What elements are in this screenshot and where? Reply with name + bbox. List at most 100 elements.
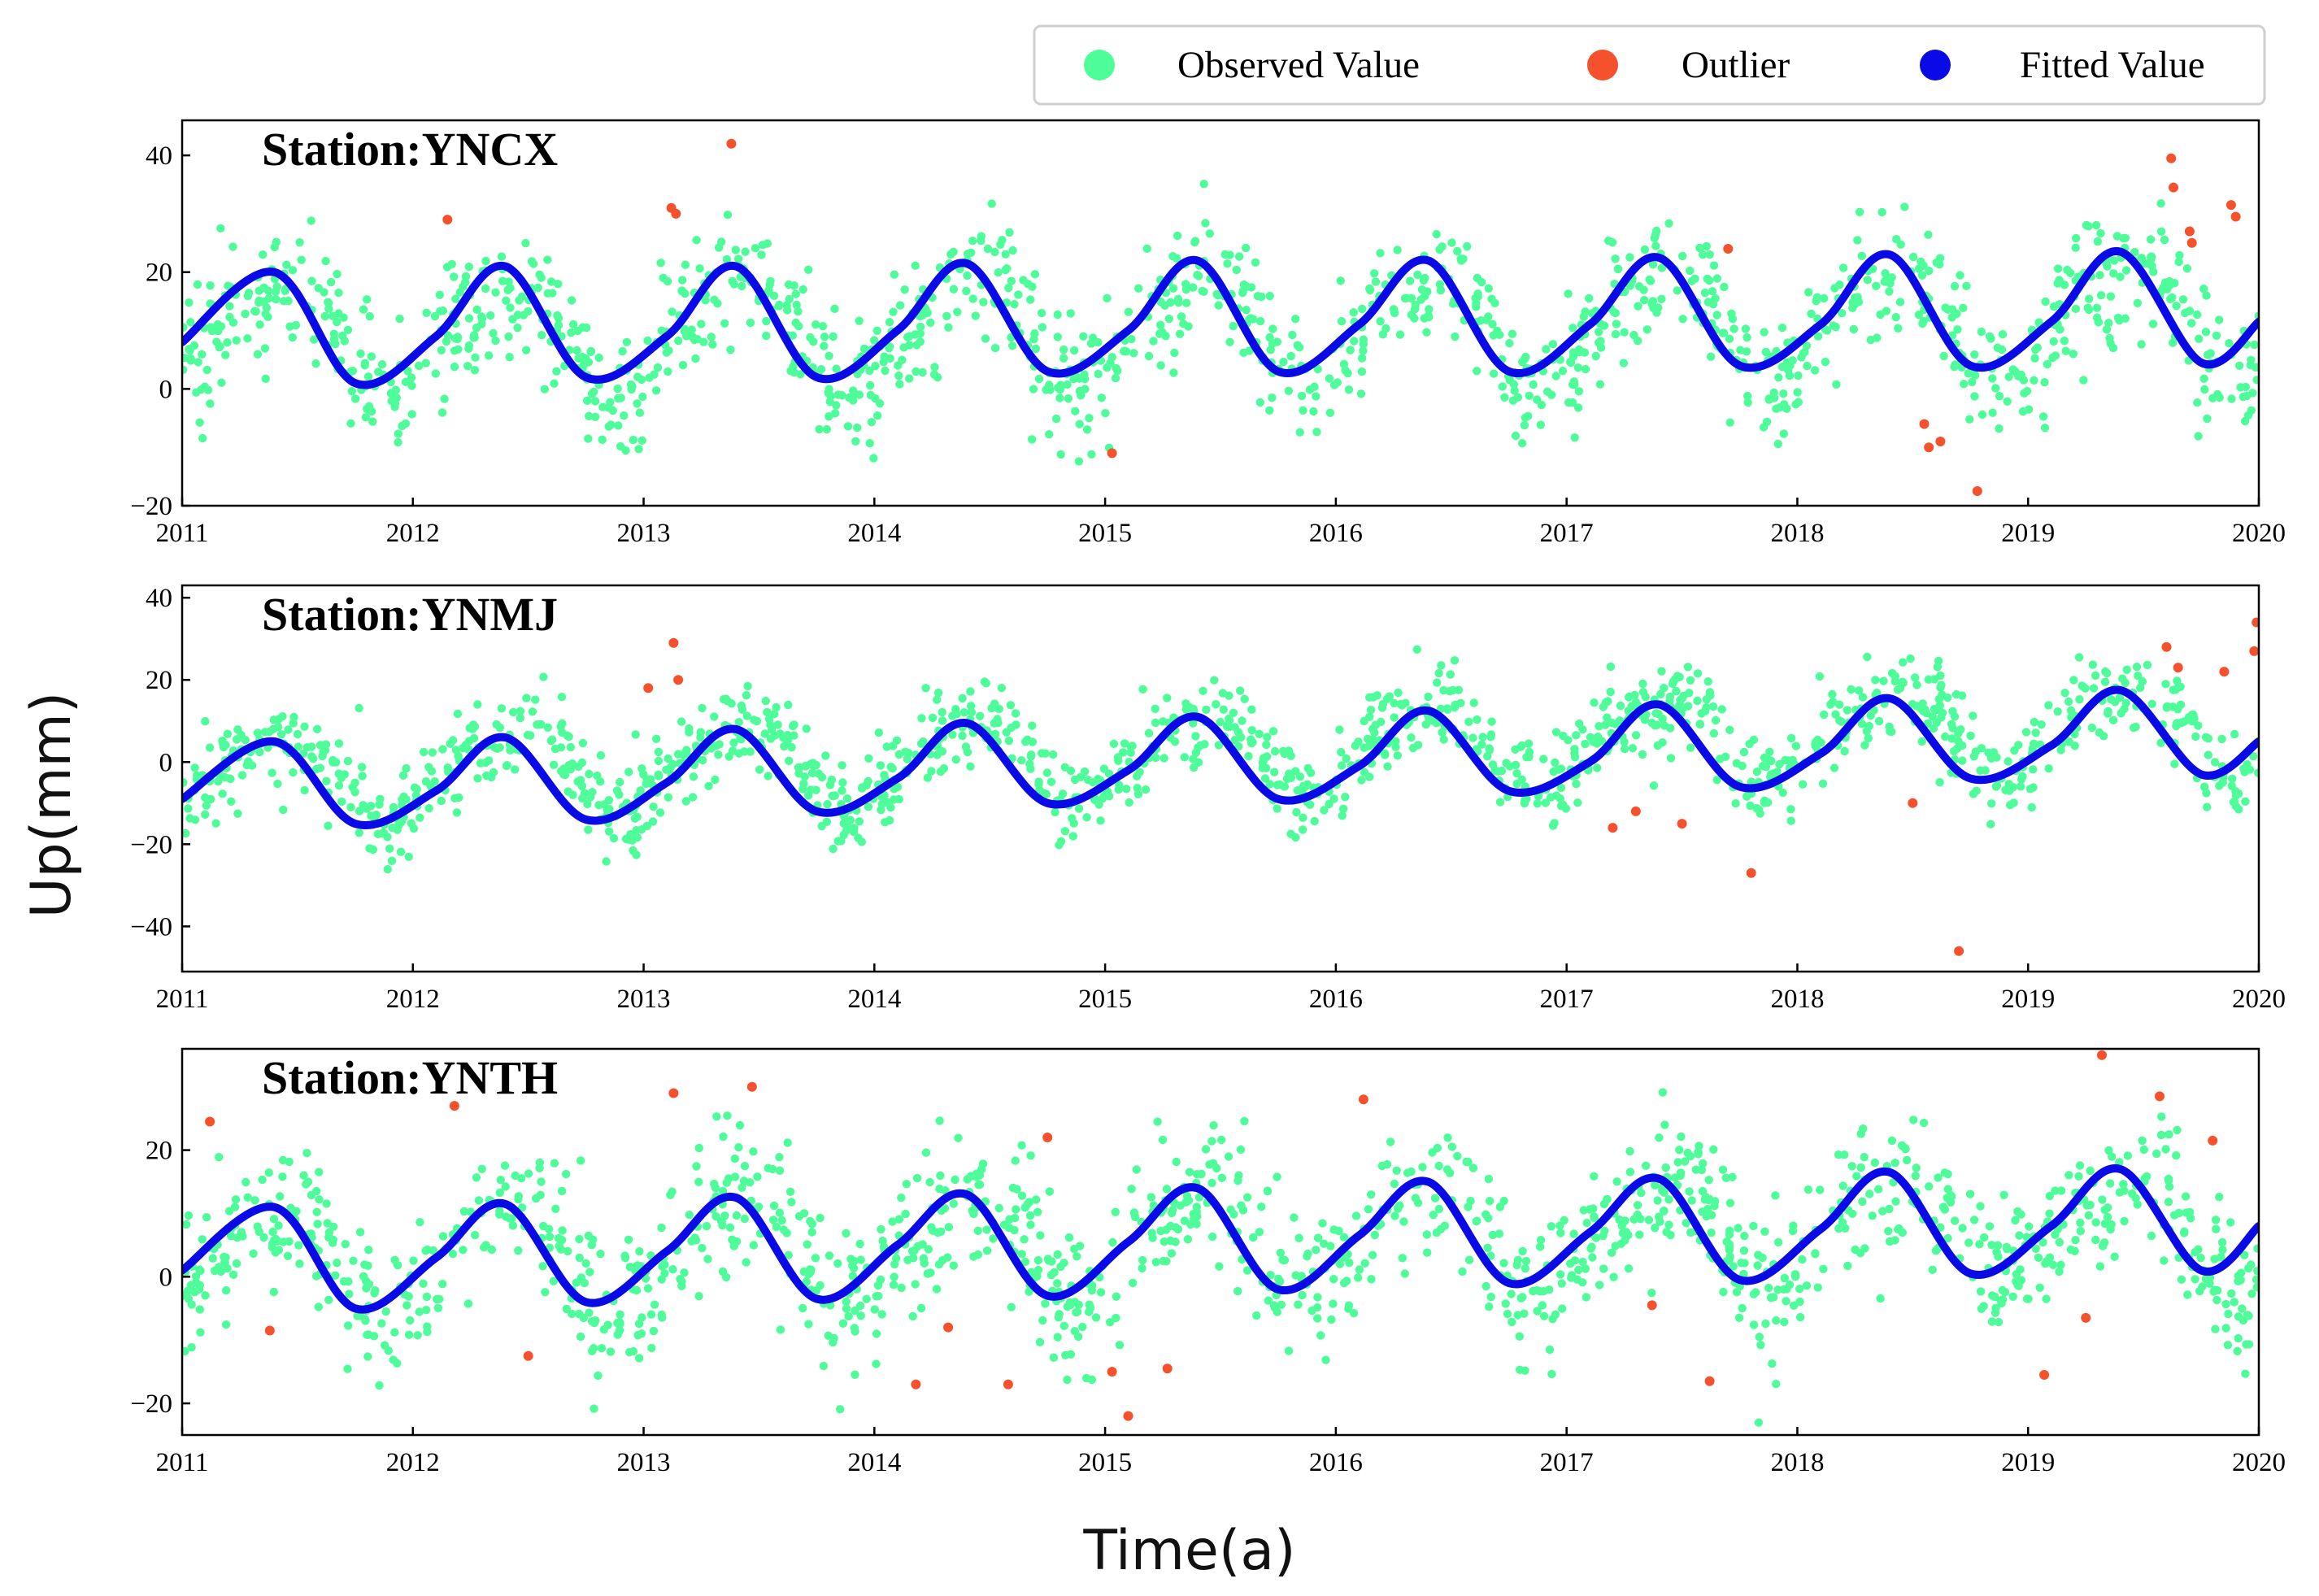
observed-point bbox=[438, 1232, 448, 1241]
observed-point bbox=[1349, 1309, 1359, 1318]
observed-point bbox=[586, 347, 595, 356]
observed-point bbox=[365, 311, 374, 321]
observed-point bbox=[1045, 1187, 1055, 1196]
observed-point bbox=[206, 399, 215, 408]
observed-point bbox=[889, 307, 898, 316]
observed-point bbox=[1856, 1249, 1865, 1258]
observed-point bbox=[1458, 1267, 1467, 1276]
observed-point bbox=[1399, 1217, 1408, 1226]
y-tick-label: −20 bbox=[130, 830, 172, 859]
observed-point bbox=[1219, 705, 1229, 714]
observed-point bbox=[994, 1203, 1004, 1213]
observed-point bbox=[802, 724, 811, 733]
observed-point bbox=[255, 298, 263, 307]
observed-point bbox=[685, 728, 694, 737]
observed-point bbox=[1935, 778, 1944, 787]
observed-point bbox=[384, 1346, 393, 1355]
observed-point bbox=[1313, 364, 1322, 374]
observed-point bbox=[633, 372, 642, 381]
observed-point bbox=[401, 419, 411, 428]
observed-point bbox=[1075, 420, 1084, 428]
observed-point bbox=[1094, 369, 1103, 379]
observed-point bbox=[1268, 727, 1278, 736]
observed-point bbox=[851, 437, 860, 446]
observed-point bbox=[554, 1233, 563, 1243]
observed-point bbox=[903, 748, 913, 758]
observed-point bbox=[2088, 660, 2097, 669]
observed-point bbox=[202, 801, 211, 810]
observed-point bbox=[695, 264, 704, 273]
observed-point bbox=[343, 1364, 352, 1373]
observed-point bbox=[637, 825, 646, 834]
observed-point bbox=[263, 312, 272, 321]
observed-point bbox=[532, 1194, 541, 1203]
observed-point bbox=[1768, 1359, 1777, 1368]
observed-point bbox=[1481, 1210, 1490, 1220]
observed-point bbox=[1782, 1297, 1790, 1306]
outlier-points bbox=[643, 617, 2259, 956]
observed-point bbox=[1082, 1373, 1091, 1383]
observed-point bbox=[1612, 320, 1621, 328]
x-tick-label: 2020 bbox=[2232, 985, 2286, 1014]
observed-point bbox=[1876, 310, 1885, 320]
x-tick-label: 2017 bbox=[1540, 1448, 1594, 1477]
observed-point bbox=[1708, 287, 1717, 296]
outlier-point bbox=[1003, 1379, 1013, 1389]
observed-point bbox=[1558, 367, 1568, 376]
observed-point bbox=[1273, 804, 1281, 813]
observed-point bbox=[1980, 1233, 1989, 1242]
observed-point bbox=[935, 1185, 944, 1194]
observed-point bbox=[1858, 693, 1868, 702]
observed-point bbox=[428, 748, 437, 757]
observed-point bbox=[1557, 1279, 1567, 1288]
legend: Observed Value Outlier Fitted Value bbox=[1033, 24, 2266, 106]
observed-point bbox=[1499, 1259, 1508, 1268]
observed-point bbox=[1912, 681, 1921, 689]
observed-point bbox=[1761, 762, 1771, 772]
observed-point bbox=[848, 1272, 858, 1281]
observed-point bbox=[1201, 219, 1210, 228]
observed-point bbox=[2045, 1191, 2054, 1201]
observed-point bbox=[1234, 741, 1243, 751]
observed-point bbox=[1564, 289, 1573, 298]
observed-point bbox=[737, 281, 746, 291]
outlier-point bbox=[1630, 806, 1641, 816]
observed-point bbox=[1299, 825, 1307, 834]
observed-point bbox=[1273, 781, 1282, 789]
observed-point bbox=[814, 769, 824, 778]
observed-point bbox=[472, 1173, 481, 1182]
observed-point bbox=[1265, 780, 1274, 789]
observed-point bbox=[1010, 1225, 1019, 1235]
observed-point bbox=[228, 1270, 238, 1280]
observed-point bbox=[634, 1354, 644, 1363]
x-tick-label: 2018 bbox=[1770, 985, 1824, 1014]
observed-point bbox=[864, 754, 873, 763]
x-tick-label: 2014 bbox=[847, 1448, 901, 1477]
observed-point bbox=[2230, 729, 2239, 739]
observed-point bbox=[526, 731, 535, 740]
legend-label-observed: Observed Value bbox=[1177, 44, 1420, 86]
observed-point bbox=[268, 768, 276, 777]
observed-point bbox=[464, 314, 474, 323]
observed-point bbox=[668, 1265, 677, 1274]
observed-point bbox=[2210, 1255, 2219, 1263]
outlier-point bbox=[726, 138, 737, 149]
observed-point bbox=[1695, 243, 1704, 253]
observed-point bbox=[1320, 806, 1329, 815]
observed-point bbox=[799, 779, 808, 788]
observed-point bbox=[580, 1278, 589, 1288]
observed-point bbox=[334, 739, 344, 748]
observed-point bbox=[1968, 377, 1977, 387]
observed-point bbox=[340, 337, 349, 346]
observed-point bbox=[1344, 385, 1354, 394]
observed-point bbox=[708, 340, 717, 349]
outlier-point bbox=[1107, 448, 1117, 459]
observed-point bbox=[284, 725, 293, 734]
observed-point bbox=[2212, 1295, 2221, 1305]
observed-point bbox=[824, 1251, 834, 1260]
observed-point bbox=[2226, 1218, 2235, 1227]
observed-point bbox=[521, 238, 530, 248]
observed-point bbox=[820, 341, 829, 350]
observed-point bbox=[657, 1275, 666, 1284]
observed-point bbox=[1147, 1229, 1156, 1237]
